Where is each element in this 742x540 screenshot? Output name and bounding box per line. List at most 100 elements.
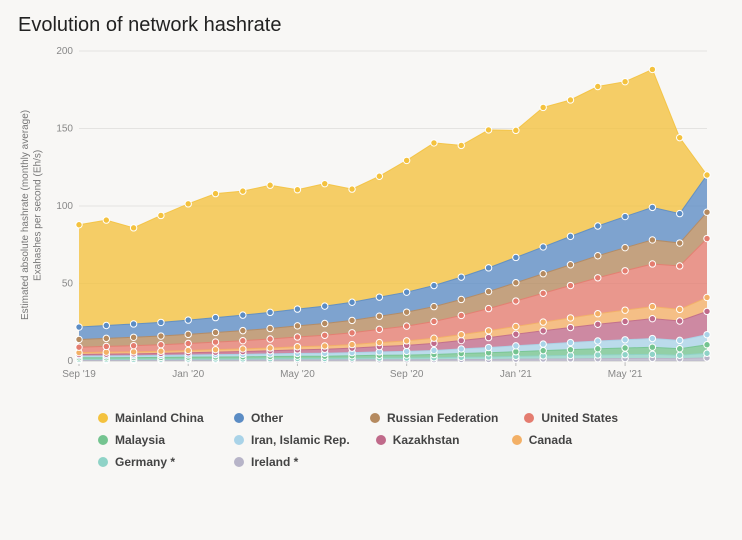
- legend-item-malaysia[interactable]: Malaysia: [98, 433, 208, 447]
- marker-iran-islamic-rep-: [595, 338, 601, 344]
- marker-iran-islamic-rep-: [676, 337, 682, 343]
- legend-item-united-states[interactable]: United States: [524, 411, 634, 425]
- marker-russian-federation: [185, 331, 191, 337]
- marker-mainland-china: [676, 134, 682, 140]
- marker-united-states: [676, 263, 682, 269]
- legend-dot-icon: [234, 413, 244, 423]
- legend-item-russian-federation[interactable]: Russian Federation: [370, 411, 498, 425]
- marker-canada: [567, 315, 573, 321]
- marker-other: [158, 319, 164, 325]
- marker-mainland-china: [540, 104, 546, 110]
- svg-text:May '20: May '20: [280, 369, 315, 380]
- marker-russian-federation: [130, 334, 136, 340]
- marker-canada: [485, 328, 491, 334]
- marker-malaysia: [622, 345, 628, 351]
- marker-canada: [185, 347, 191, 353]
- marker-germany-: [704, 350, 710, 356]
- marker-other: [676, 210, 682, 216]
- marker-canada: [349, 341, 355, 347]
- marker-other: [103, 322, 109, 328]
- y-axis-label-line2: Exahashes per second (Eh/s): [33, 149, 44, 280]
- legend-label: Kazakhstan: [393, 433, 460, 447]
- marker-russian-federation: [376, 313, 382, 319]
- legend-item-germany-[interactable]: Germany *: [98, 455, 208, 469]
- marker-russian-federation: [103, 335, 109, 341]
- marker-united-states: [622, 268, 628, 274]
- marker-canada: [458, 331, 464, 337]
- marker-mainland-china: [595, 83, 601, 89]
- svg-text:50: 50: [62, 279, 74, 290]
- chart-root: Evolution of network hashrate Estimated …: [0, 0, 742, 540]
- marker-malaysia: [567, 346, 573, 352]
- marker-united-states: [158, 342, 164, 348]
- marker-russian-federation: [294, 323, 300, 329]
- marker-mainland-china: [403, 157, 409, 163]
- marker-other: [76, 324, 82, 330]
- svg-text:May '21: May '21: [608, 369, 643, 380]
- marker-mainland-china: [103, 217, 109, 223]
- marker-russian-federation: [212, 329, 218, 335]
- legend-label: Malaysia: [115, 433, 165, 447]
- marker-russian-federation: [704, 209, 710, 215]
- marker-russian-federation: [76, 336, 82, 342]
- legend-item-iran-islamic-rep-[interactable]: Iran, Islamic Rep.: [234, 433, 350, 447]
- legend-label: Canada: [529, 433, 572, 447]
- svg-text:0: 0: [67, 356, 73, 367]
- marker-united-states: [103, 343, 109, 349]
- marker-other: [403, 289, 409, 295]
- marker-united-states: [513, 298, 519, 304]
- legend-item-ireland-[interactable]: Ireland *: [234, 455, 344, 469]
- marker-mainland-china: [622, 78, 628, 84]
- marker-united-states: [212, 339, 218, 345]
- marker-canada: [513, 323, 519, 329]
- marker-canada: [622, 307, 628, 313]
- marker-united-states: [322, 332, 328, 338]
- marker-russian-federation: [622, 244, 628, 250]
- marker-malaysia: [704, 342, 710, 348]
- chart-title: Evolution of network hashrate: [18, 14, 724, 37]
- marker-kazakhstan: [540, 328, 546, 334]
- marker-mainland-china: [458, 142, 464, 148]
- marker-iran-islamic-rep-: [403, 348, 409, 354]
- marker-mainland-china: [212, 190, 218, 196]
- marker-other: [212, 314, 218, 320]
- marker-canada: [130, 349, 136, 355]
- marker-united-states: [185, 340, 191, 346]
- plot-area: 050100150200Sep '19Jan '20May '20Sep '20…: [45, 45, 724, 385]
- marker-other: [458, 274, 464, 280]
- marker-russian-federation: [240, 327, 246, 333]
- legend-label: Iran, Islamic Rep.: [251, 433, 350, 447]
- marker-mainland-china: [294, 187, 300, 193]
- marker-iran-islamic-rep-: [704, 331, 710, 337]
- marker-other: [485, 265, 491, 271]
- chart-legend: Mainland China Other Russian Federation Uni…: [18, 411, 724, 469]
- marker-russian-federation: [676, 240, 682, 246]
- svg-text:150: 150: [56, 124, 73, 135]
- legend-item-canada[interactable]: Canada: [512, 433, 622, 447]
- legend-dot-icon: [370, 413, 380, 423]
- marker-canada: [403, 338, 409, 344]
- legend-label: Other: [251, 411, 283, 425]
- marker-united-states: [294, 334, 300, 340]
- marker-mainland-china: [349, 186, 355, 192]
- svg-text:200: 200: [56, 46, 73, 57]
- marker-united-states: [567, 282, 573, 288]
- marker-other: [349, 299, 355, 305]
- marker-russian-federation: [431, 303, 437, 309]
- marker-iran-islamic-rep-: [540, 341, 546, 347]
- marker-united-states: [649, 261, 655, 267]
- marker-other: [376, 294, 382, 300]
- marker-canada: [649, 303, 655, 309]
- marker-united-states: [130, 342, 136, 348]
- legend-label: Germany *: [115, 455, 175, 469]
- legend-item-other[interactable]: Other: [234, 411, 344, 425]
- marker-mainland-china: [240, 188, 246, 194]
- marker-kazakhstan: [567, 324, 573, 330]
- legend-item-mainland-china[interactable]: Mainland China: [98, 411, 208, 425]
- marker-canada: [540, 319, 546, 325]
- svg-text:Jan '21: Jan '21: [500, 369, 532, 380]
- marker-united-states: [349, 330, 355, 336]
- marker-canada: [240, 346, 246, 352]
- marker-other: [540, 244, 546, 250]
- legend-item-kazakhstan[interactable]: Kazakhstan: [376, 433, 486, 447]
